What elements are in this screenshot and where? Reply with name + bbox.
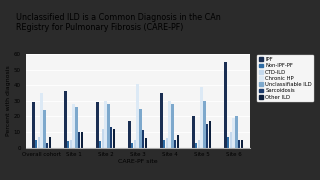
Bar: [136, 84, 139, 148]
Bar: [81, 132, 83, 148]
Bar: [160, 93, 163, 148]
Y-axis label: Percent with diagnosis: Percent with diagnosis: [6, 65, 11, 136]
Bar: [49, 137, 51, 148]
Bar: [174, 140, 176, 148]
Bar: [128, 121, 131, 148]
Bar: [209, 121, 211, 148]
Bar: [195, 143, 197, 148]
Bar: [43, 110, 45, 148]
Bar: [224, 62, 227, 148]
Bar: [40, 93, 43, 148]
Bar: [131, 143, 133, 148]
Bar: [96, 102, 99, 148]
Bar: [139, 109, 141, 148]
Bar: [64, 91, 67, 148]
Bar: [113, 129, 115, 148]
Bar: [166, 138, 168, 148]
Bar: [110, 127, 112, 148]
Bar: [72, 104, 75, 148]
Bar: [99, 141, 101, 148]
Bar: [67, 141, 69, 148]
Bar: [171, 104, 173, 148]
Bar: [203, 101, 205, 148]
Bar: [206, 124, 208, 148]
Bar: [38, 137, 40, 148]
Bar: [102, 129, 104, 148]
Bar: [142, 130, 144, 148]
Bar: [192, 116, 195, 148]
Bar: [232, 118, 235, 148]
Bar: [75, 107, 77, 148]
Bar: [163, 140, 165, 148]
Bar: [200, 87, 203, 148]
Text: Unclassified ILD is a Common Diagnosis in the CAn
REgistry for Pulmonary Fibrosi: Unclassified ILD is a Common Diagnosis i…: [16, 13, 221, 32]
Legend: IPF, Non-IPF-PF, CTD-ILD, Chronic HP, Unclassifiable ILD, Sarcoidosis, Other ILD: IPF, Non-IPF-PF, CTD-ILD, Chronic HP, Un…: [257, 55, 314, 102]
Bar: [241, 140, 243, 148]
Bar: [107, 104, 109, 148]
Bar: [238, 140, 240, 148]
Bar: [235, 116, 237, 148]
Bar: [32, 102, 35, 148]
Bar: [35, 140, 37, 148]
Bar: [168, 101, 171, 148]
Bar: [230, 132, 232, 148]
Bar: [198, 140, 200, 148]
Bar: [104, 101, 107, 148]
Bar: [145, 138, 147, 148]
Bar: [78, 132, 80, 148]
Bar: [46, 143, 48, 148]
Bar: [227, 137, 229, 148]
Bar: [177, 135, 179, 148]
Bar: [70, 140, 72, 148]
X-axis label: CARE-PF site: CARE-PF site: [118, 159, 157, 164]
Bar: [134, 140, 136, 148]
